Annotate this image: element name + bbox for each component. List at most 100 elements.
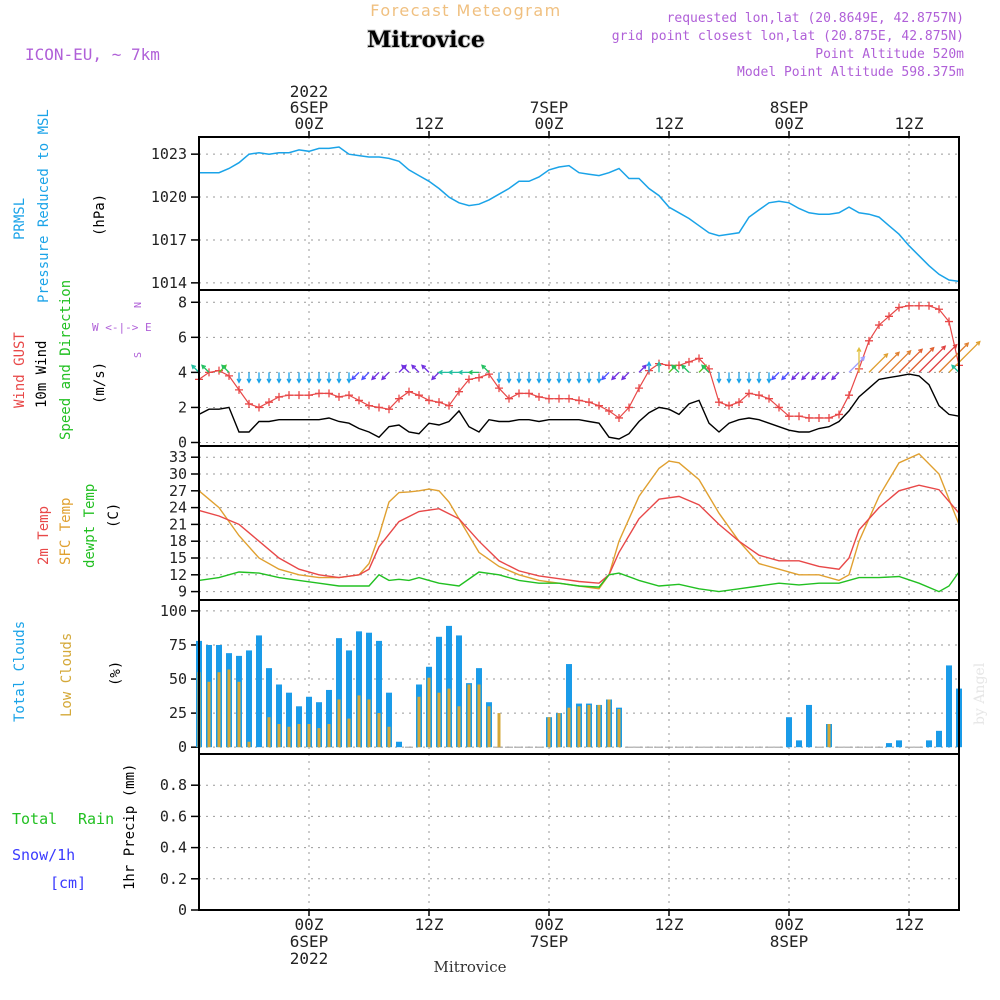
low-cloud-bar xyxy=(277,724,281,748)
total-cloud-bar xyxy=(266,668,272,748)
wind-direction-arrow xyxy=(546,372,552,384)
pressure-ytick-label-1023: 1023 xyxy=(151,145,187,163)
celsius-unit-label: (C) xyxy=(106,503,122,528)
total-cloud-bar xyxy=(396,741,402,748)
precip-labels: Total Rain Snow/1h [cm] 1hr Precip (mm) xyxy=(12,764,138,892)
pressure-ytick-label-1020: 1020 xyxy=(151,188,187,206)
gust-marker xyxy=(295,391,303,400)
dewpt-label: dewpt Temp xyxy=(82,484,98,568)
wind-direction-arrow xyxy=(526,372,532,384)
wind-direction-arrow xyxy=(951,364,960,373)
wind-direction-arrow xyxy=(811,371,820,381)
gust-marker xyxy=(515,389,523,398)
gust-marker xyxy=(385,405,393,414)
percent-unit-label: (%) xyxy=(108,661,124,686)
pressure-ytick-label-1014: 1014 xyxy=(151,274,187,292)
top-time-label: 12Z xyxy=(895,114,924,133)
gust-marker xyxy=(845,391,853,400)
wind-direction-arrow xyxy=(411,364,420,373)
total-cloud-bar xyxy=(896,740,902,748)
top-time-label: 00Z xyxy=(775,114,804,133)
low-cloud-bar xyxy=(237,681,241,748)
bottom-time-label: 8SEP xyxy=(770,932,809,951)
wind-direction-arrow xyxy=(856,346,862,373)
wind-direction-arrow xyxy=(756,372,762,384)
temp-ytick-label-9: 9 xyxy=(178,583,187,601)
gust-marker xyxy=(865,336,873,345)
footer-station: Mitrovice xyxy=(434,958,507,976)
gust-marker xyxy=(625,403,633,412)
wind-direction-arrow xyxy=(638,364,647,373)
wind-direction-arrow xyxy=(556,372,562,384)
temp-ytick-label-15: 15 xyxy=(169,549,187,567)
wind-direction-arrow xyxy=(256,372,262,384)
gust-marker xyxy=(345,391,353,400)
wind-direction-arrow xyxy=(831,371,840,381)
gust-marker xyxy=(465,375,473,384)
gust-marker xyxy=(455,387,463,396)
total-cloud-bar xyxy=(246,650,252,748)
gust-marker xyxy=(565,394,573,403)
bottom-time-label: 12Z xyxy=(895,915,924,934)
plot-area: 1014101710201023024689121518212427303302… xyxy=(151,82,981,968)
wind-ytick-label-6: 6 xyxy=(178,328,187,346)
gust-marker xyxy=(595,401,603,410)
bottom-time-label: 12Z xyxy=(415,915,444,934)
gust-marker xyxy=(305,391,313,400)
gust-marker xyxy=(355,396,363,405)
low-cloud-bar xyxy=(597,704,601,748)
gust-marker xyxy=(835,410,843,419)
precip-unit-label: 1hr Precip (mm) xyxy=(122,764,138,890)
wind-10m-label: 10m Wind xyxy=(34,341,50,408)
bottom-time-label: 12Z xyxy=(655,915,684,934)
gust-marker xyxy=(885,312,893,321)
t2m-label: 2m Temp xyxy=(36,506,52,565)
wind-direction-arrow xyxy=(681,364,690,373)
ms-unit-label: (m/s) xyxy=(92,362,108,404)
wind-direction-arrow xyxy=(771,371,780,381)
gust-marker xyxy=(715,398,723,407)
wind-direction-arrow xyxy=(266,372,272,384)
wind-direction-arrow xyxy=(781,371,790,381)
gust-marker xyxy=(245,399,253,408)
gust-marker xyxy=(285,391,293,400)
pressure-panel-frame xyxy=(198,136,960,291)
cloud-ytick-label-100: 100 xyxy=(160,602,187,620)
wind-direction-arrow xyxy=(447,369,459,375)
top-time-label: 00Z xyxy=(535,114,564,133)
compass-s: S xyxy=(133,352,144,358)
total-label: Total xyxy=(12,810,57,828)
gust-marker xyxy=(825,413,833,422)
low-clouds-label: Low Clouds xyxy=(59,633,75,717)
wind-direction-arrow xyxy=(621,371,630,381)
low-cloud-bar xyxy=(487,706,491,748)
speed-direction-label: Speed and Direction xyxy=(58,280,74,440)
total-cloud-bar xyxy=(796,740,802,748)
low-cloud-bar xyxy=(567,707,571,748)
bottom-time-label: 00Z xyxy=(295,915,324,934)
wind-direction-arrow xyxy=(611,371,620,381)
low-cloud-bar xyxy=(437,692,441,748)
t2m-line xyxy=(198,484,960,584)
wind-direction-arrow xyxy=(576,372,582,384)
total-cloud-bar xyxy=(336,638,342,748)
wind-direction-arrow xyxy=(326,372,332,384)
wind-direction-arrow xyxy=(746,372,752,384)
precip-panel-frame xyxy=(198,753,960,911)
temp-ytick-label-18: 18 xyxy=(169,532,187,550)
wind-ytick-label-0: 0 xyxy=(178,433,187,451)
wind-direction-arrow xyxy=(336,372,342,384)
low-cloud-bar xyxy=(297,724,301,748)
total-cloud-bar xyxy=(376,640,382,748)
top-time-label: 7SEP xyxy=(530,98,569,117)
wind-direction-arrow xyxy=(421,364,430,373)
wind-direction-arrow xyxy=(878,351,900,373)
gust-marker xyxy=(495,384,503,393)
wind-direction-arrow xyxy=(938,342,970,373)
wind-direction-arrow xyxy=(646,361,652,373)
wind-direction-arrow xyxy=(566,372,572,384)
gust-marker xyxy=(395,394,403,403)
cloud-ytick-label-75: 75 xyxy=(169,636,187,654)
gust-marker xyxy=(875,321,883,330)
cloud-ytick-label-0: 0 xyxy=(178,738,187,756)
